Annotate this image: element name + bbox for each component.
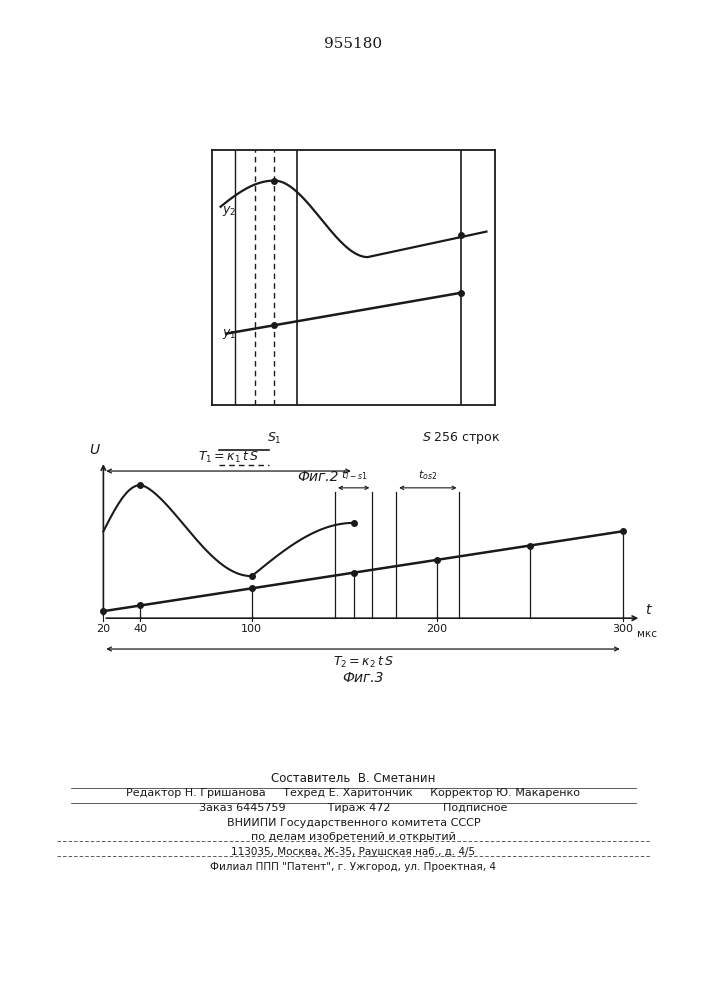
Text: U: U (90, 443, 100, 457)
Text: Редактор Н. Гришанова     Техред Е. Харитончик     Корректор Ю. Макаренко: Редактор Н. Гришанова Техред Е. Харитонч… (127, 788, 580, 798)
Text: $t_{l-s1}$: $t_{l-s1}$ (341, 468, 367, 482)
Text: $y_1$: $y_1$ (222, 327, 236, 341)
Text: 200: 200 (426, 624, 448, 634)
Text: Фиг.3: Фиг.3 (342, 671, 384, 685)
Text: $y_2$: $y_2$ (222, 204, 236, 218)
Text: Составитель  В. Сметанин: Составитель В. Сметанин (271, 772, 436, 785)
Text: мкс: мкс (638, 629, 658, 639)
Text: 20: 20 (96, 624, 110, 634)
Text: $S_1$: $S_1$ (267, 430, 281, 446)
Text: 113035, Москва, Ж-35, Раушская наб., д. 4/5: 113035, Москва, Ж-35, Раушская наб., д. … (231, 847, 476, 857)
Text: Фиг.2: Фиг.2 (297, 470, 339, 484)
Text: 300: 300 (612, 624, 633, 634)
Text: 100: 100 (241, 624, 262, 634)
Text: 40: 40 (134, 624, 148, 634)
Text: по делам изобретений и открытий: по делам изобретений и открытий (251, 832, 456, 842)
Text: Филиал ППП "Патент", г. Ужгород, ул. Проектная, 4: Филиал ППП "Патент", г. Ужгород, ул. Про… (211, 862, 496, 872)
Text: $S$ 256 строк: $S$ 256 строк (421, 430, 501, 446)
Text: t: t (645, 603, 650, 617)
Text: Заказ 6445759            Тираж 472               Подписное: Заказ 6445759 Тираж 472 Подписное (199, 803, 508, 813)
Text: $T_2=\kappa_2\, t\, S$: $T_2=\kappa_2\, t\, S$ (333, 655, 393, 670)
Text: $t_{os2}$: $t_{os2}$ (419, 468, 438, 482)
Text: ВНИИПИ Государственного комитета СССР: ВНИИПИ Государственного комитета СССР (227, 818, 480, 828)
Text: 955180: 955180 (325, 37, 382, 51)
Text: $T_1=\kappa_1\, t\, S$: $T_1=\kappa_1\, t\, S$ (198, 450, 259, 465)
